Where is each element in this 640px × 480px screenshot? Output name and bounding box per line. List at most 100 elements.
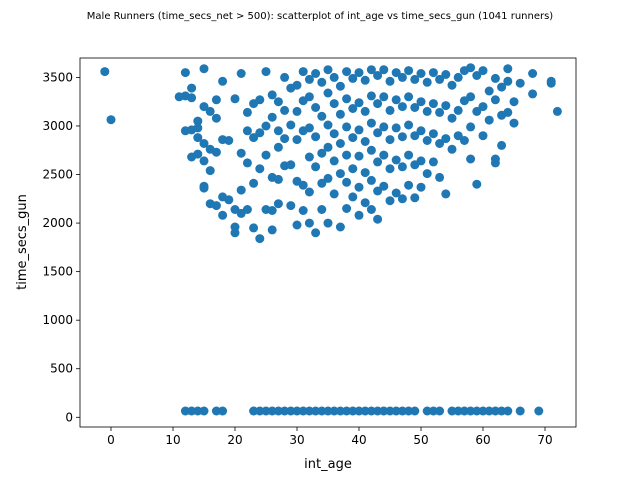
scatter-point [304,92,314,102]
scatter-point [366,118,376,128]
scatter-point [416,182,426,192]
y-axis-ticks: 0 500 1000 1500 2000 2500 3000 3500 [42,70,80,424]
scatter-point [224,195,234,205]
scatter-point [342,67,352,77]
scatter-point [428,157,438,167]
scatter-point [379,406,389,416]
scatter-point [242,107,252,117]
scatter-point [348,133,358,143]
scatter-point [348,406,358,416]
scatter-point [466,92,476,102]
scatter-point [298,67,308,77]
scatter-point [199,102,209,112]
scatter-point [416,97,426,107]
scatter-point [236,185,246,195]
scatter-point [317,406,327,416]
scatter-point [317,205,327,214]
scatter-point [199,183,209,193]
x-tick-label: 10 [165,433,180,447]
scatter-point [385,105,395,115]
scatter-point [447,80,457,90]
scatter-point [528,89,538,99]
scatter-point [267,90,277,100]
scatter-point [187,93,197,103]
scatter-point [311,69,321,78]
scatter-point [360,75,370,85]
scatter-point [360,106,370,116]
scatter-point [311,103,321,112]
scatter-point [515,78,525,88]
scatter-point [193,406,203,416]
scatter-point [497,82,507,92]
scatter-point [304,152,314,162]
scatter-point [249,133,259,143]
scatter-point [298,180,308,190]
scatter-point [397,102,407,112]
scatter-point [211,406,221,416]
x-tick-label: 70 [537,433,552,447]
scatter-point [441,70,451,79]
scatter-point [373,214,383,224]
scatter-point [342,204,352,213]
scatter-point [466,122,476,132]
scatter-point [490,406,500,416]
scatter-point [323,120,333,130]
scatter-point [205,166,215,176]
scatter-point [267,206,277,215]
scatter-point [273,406,283,416]
scatter-point [348,104,358,113]
scatter-point [484,115,494,125]
scatter-point [329,189,339,199]
scatter-point [397,132,407,142]
scatter-point [255,95,265,105]
scatter-point [354,182,364,192]
scatter-point [422,77,432,87]
scatter-point [180,68,190,78]
scatter-point [447,144,457,154]
scatter-point [472,71,482,80]
scatter-point [379,181,389,191]
scatter-point [422,136,432,145]
scatter-point [528,69,538,78]
scatter-point [466,63,476,73]
scatter-point [261,150,271,160]
x-tick-label: 40 [351,433,366,447]
scatter-point [466,154,476,164]
scatter-point [546,78,556,88]
scatter-point [472,406,482,416]
scatter-point [366,175,376,185]
scatter-point [478,406,488,416]
scatter-point [373,71,383,80]
scatter-point [385,76,395,86]
scatter-point [242,158,252,168]
scatter-point [441,134,451,144]
scatter-point [435,107,445,117]
scatter-point [447,406,457,416]
scatter-point [435,406,445,416]
scatter-point [478,102,488,112]
scatter-point [366,205,376,214]
scatter-point [354,406,364,416]
scatter-point [317,178,327,188]
scatter-point [379,65,389,75]
scatter-point [459,406,469,416]
scatter-point [335,169,345,179]
scatter-point [329,156,339,166]
scatter-point [416,69,426,78]
y-tick-label: 2000 [42,216,73,230]
scatter-point [106,115,116,125]
scatter-point [218,406,228,416]
scatter-point [447,113,457,123]
scatter-point [342,150,352,160]
plot-frame [79,57,577,428]
scatter-point [410,74,420,84]
scatter-point [218,76,228,86]
scatter-point [342,406,352,416]
scatter-point [211,113,221,123]
scatter-point [311,406,321,416]
x-tick-label: 0 [107,433,115,447]
scatter-point [273,142,283,152]
scatter-point [509,118,519,128]
scatter-point [335,222,345,232]
scatter-point [342,122,352,132]
